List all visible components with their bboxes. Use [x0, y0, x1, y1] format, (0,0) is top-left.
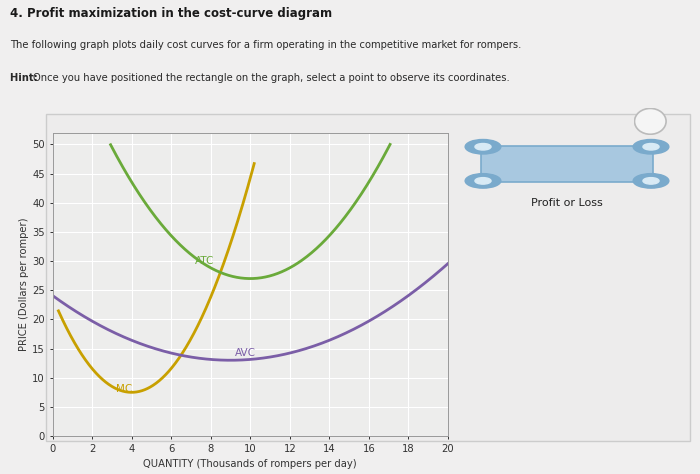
X-axis label: QUANTITY (Thousands of rompers per day): QUANTITY (Thousands of rompers per day) — [144, 459, 357, 469]
Text: Once you have positioned the rectangle on the graph, select a point to observe i: Once you have positioned the rectangle o… — [33, 73, 510, 83]
Circle shape — [475, 178, 491, 184]
Y-axis label: PRICE (Dollars per romper): PRICE (Dollars per romper) — [20, 218, 29, 351]
Circle shape — [465, 139, 501, 154]
Text: AVC: AVC — [234, 347, 255, 357]
Text: ?: ? — [647, 115, 654, 128]
Text: The following graph plots daily cost curves for a firm operating in the competit: The following graph plots daily cost cur… — [10, 40, 522, 50]
Circle shape — [643, 178, 659, 184]
Circle shape — [475, 144, 491, 150]
Text: MC: MC — [116, 384, 132, 394]
FancyBboxPatch shape — [481, 146, 653, 182]
Circle shape — [634, 109, 666, 134]
Text: Profit or Loss: Profit or Loss — [531, 198, 603, 208]
Circle shape — [465, 173, 501, 188]
Text: Hint:: Hint: — [10, 73, 42, 83]
Text: ATC: ATC — [195, 256, 214, 266]
Text: 4. Profit maximization in the cost-curve diagram: 4. Profit maximization in the cost-curve… — [10, 7, 332, 20]
Circle shape — [643, 144, 659, 150]
Circle shape — [633, 139, 669, 154]
Circle shape — [633, 173, 669, 188]
